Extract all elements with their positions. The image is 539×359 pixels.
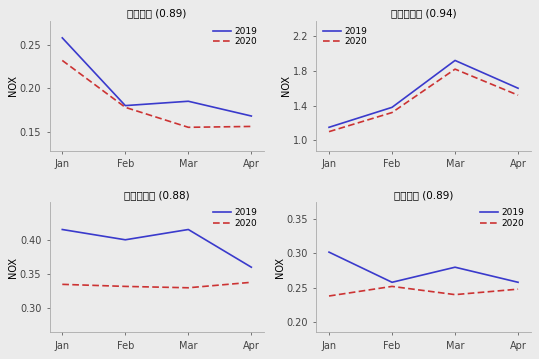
Title: アユタヤ (0.89): アユタヤ (0.89) [394,190,453,200]
2020 [59,58,66,62]
2020 [248,124,254,129]
2019 [389,280,395,284]
2020 [185,125,191,130]
2020 [515,93,521,97]
Line: 2020: 2020 [63,282,251,288]
2020 [515,287,521,291]
2020 [389,284,395,289]
Title: チェンマイ (0.94): チェンマイ (0.94) [391,8,457,18]
Y-axis label: NOX: NOX [8,75,18,96]
2019 [326,250,332,254]
2020 [389,110,395,115]
Title: バンコク (0.89): バンコク (0.89) [127,8,186,18]
Y-axis label: NOX: NOX [9,257,18,278]
2019 [59,227,66,232]
Legend: 2019, 2020: 2019, 2020 [211,206,259,229]
Legend: 2019, 2020: 2019, 2020 [321,25,369,48]
Line: 2020: 2020 [329,286,518,296]
2019 [452,58,458,62]
2020 [248,280,254,284]
2019 [248,265,254,269]
2019 [185,99,191,103]
Line: 2019: 2019 [63,38,251,116]
Title: チョンブリ (0.88): チョンブリ (0.88) [124,190,190,200]
2019 [122,103,128,108]
Y-axis label: NOX: NOX [275,257,285,278]
2019 [515,280,521,284]
2020 [122,105,128,109]
2019 [122,238,128,242]
Line: 2019: 2019 [329,252,518,282]
2019 [452,265,458,269]
2020 [59,282,66,286]
Legend: 2019, 2020: 2019, 2020 [478,206,526,229]
Y-axis label: NOX: NOX [281,75,291,96]
2019 [389,105,395,109]
2020 [122,284,128,289]
2019 [326,125,332,130]
2019 [185,227,191,232]
2020 [452,293,458,297]
Line: 2019: 2019 [329,60,518,127]
Line: 2020: 2020 [329,69,518,132]
Legend: 2019, 2020: 2019, 2020 [211,25,259,48]
2019 [59,36,66,40]
2019 [248,114,254,118]
2020 [452,67,458,71]
2020 [326,130,332,134]
Line: 2019: 2019 [63,229,251,267]
2020 [185,286,191,290]
2019 [515,86,521,90]
Line: 2020: 2020 [63,60,251,127]
2020 [326,294,332,298]
